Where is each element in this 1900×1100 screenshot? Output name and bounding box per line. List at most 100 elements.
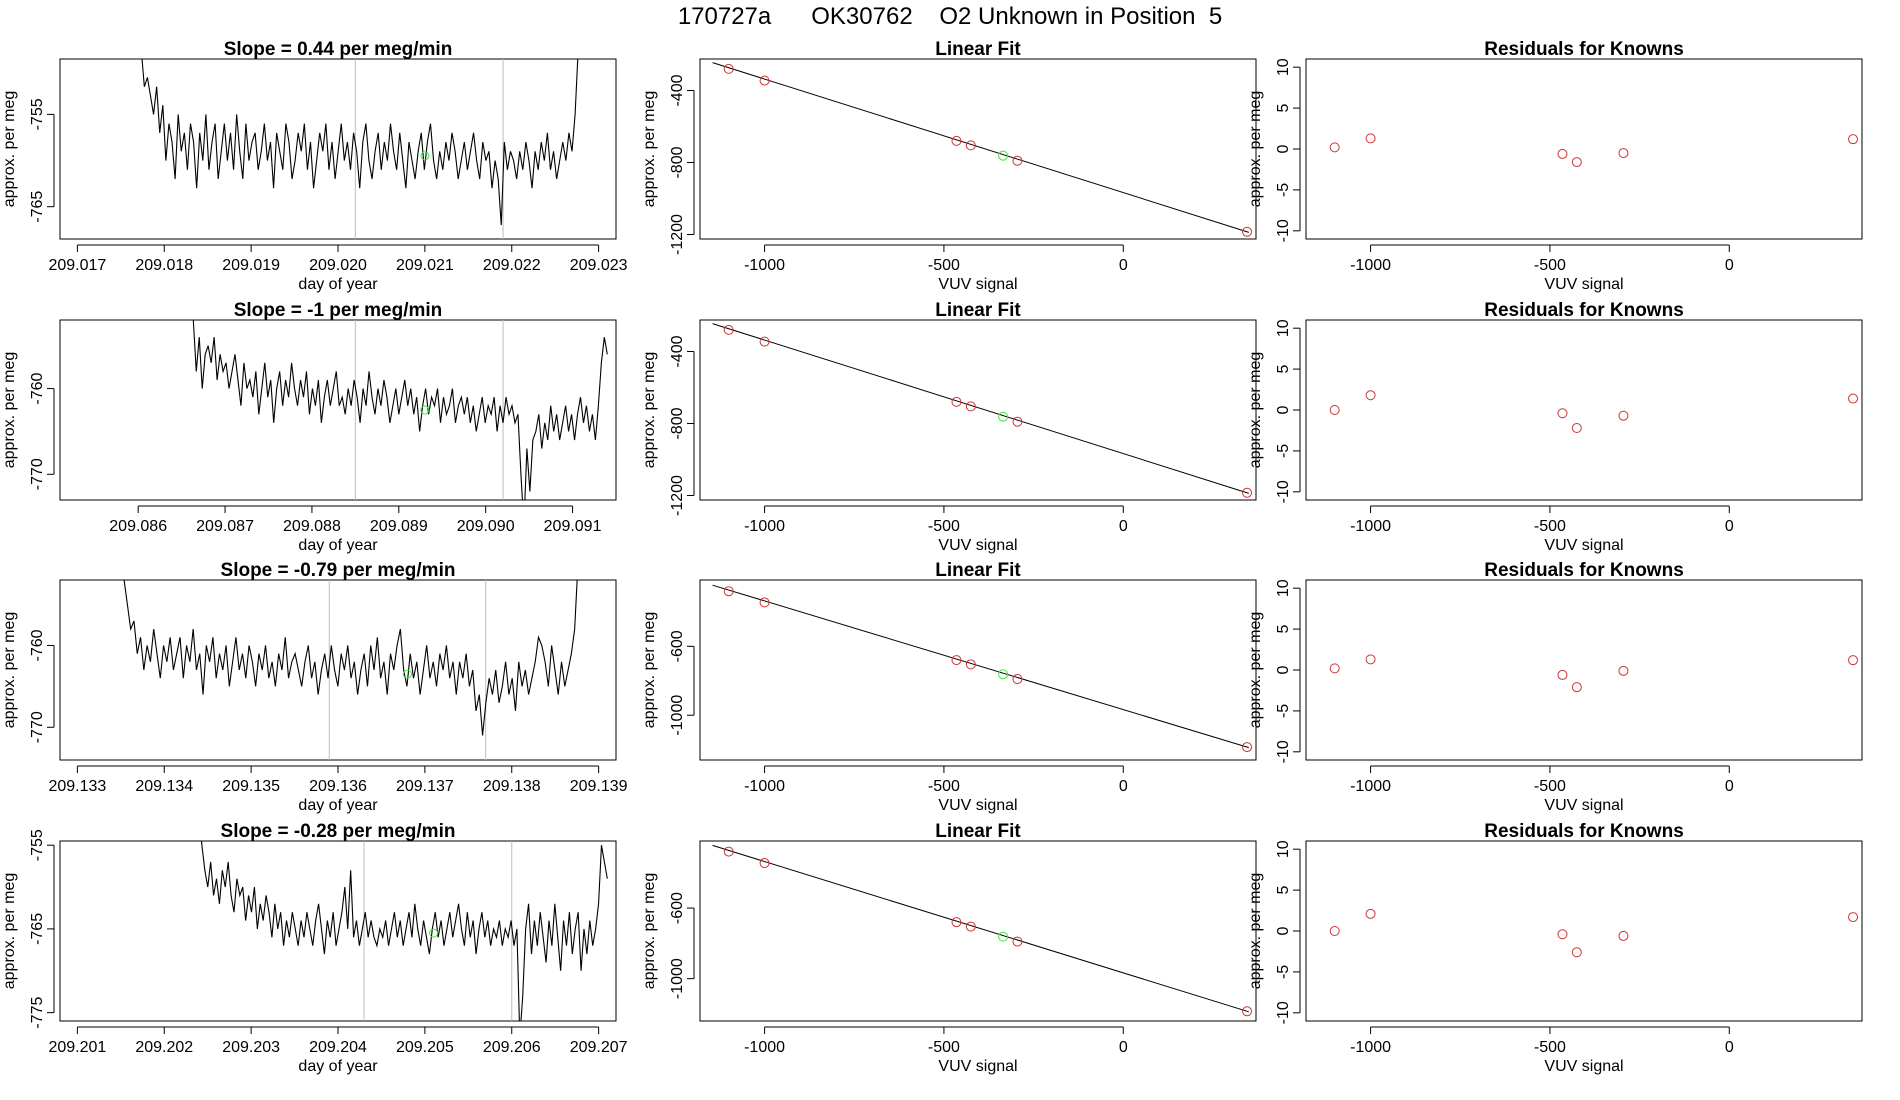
known-point	[951, 917, 962, 928]
x-tick-label: -500	[1534, 1039, 1566, 1056]
panel-title: Residuals for Knowns	[1484, 300, 1684, 321]
x-tick-label: -500	[928, 778, 960, 795]
unknown-point	[420, 405, 430, 415]
x-tick-label: 209.017	[48, 257, 106, 274]
x-tick-label: -500	[928, 518, 960, 535]
plot-data	[1329, 654, 1859, 693]
panel-title: Slope = 0.44 per meg/min	[224, 39, 453, 60]
y-axis-label: approx. per meg	[1, 612, 18, 729]
plot-data	[712, 323, 1253, 498]
known-point	[1571, 423, 1582, 433]
known-point	[1365, 390, 1376, 401]
y-tick-label: -400	[669, 74, 686, 106]
panel-row4-fit: Linear Fit -1000 -500 0 VUV signal -1000 -600 a…	[641, 821, 1257, 1075]
known-point	[1365, 654, 1376, 665]
plot-box	[1305, 840, 1863, 1022]
unknown-point	[998, 150, 1009, 161]
y-tick-label: 10	[1275, 840, 1292, 858]
x-tick-label: -500	[1534, 778, 1566, 795]
x-tick-label: 209.086	[109, 518, 167, 535]
y-tick-label: 5	[1275, 104, 1292, 113]
x-tick-label: 209.089	[370, 518, 428, 535]
y-axis-label: approx. per meg	[1, 352, 18, 469]
x-axis-label: day of year	[298, 537, 378, 554]
known-point	[1571, 157, 1582, 168]
x-tick-label: 209.201	[48, 1039, 106, 1056]
x-tick-label: -500	[1534, 257, 1566, 274]
known-point	[723, 324, 734, 335]
plot-data	[123, 580, 578, 760]
y-tick-label: -765	[29, 191, 46, 223]
y-tick-label: -5	[1275, 183, 1292, 197]
page-title: 170727a OK30762 O2 Unknown in Position 5	[677, 3, 1223, 30]
known-point	[1557, 929, 1568, 940]
panel-title: Linear Fit	[935, 39, 1021, 60]
y-tick-label: 5	[1275, 625, 1292, 634]
plot-data	[1329, 133, 1859, 168]
x-tick-label: 209.018	[135, 257, 193, 274]
known-point	[759, 75, 770, 86]
x-tick-label: 209.137	[396, 778, 454, 795]
y-axis-label: approx. per meg	[641, 873, 658, 990]
known-point	[759, 858, 770, 869]
plot-box	[1305, 58, 1863, 240]
known-point	[1557, 408, 1568, 419]
x-tick-label: 209.133	[48, 778, 106, 795]
y-tick-label: -770	[29, 458, 46, 490]
known-point	[1848, 912, 1859, 923]
panel-title: Linear Fit	[935, 300, 1021, 321]
known-point	[1618, 410, 1629, 421]
unknown-point	[998, 411, 1009, 422]
x-tick-label: -1000	[1350, 1039, 1391, 1056]
known-point	[1557, 669, 1568, 680]
panel-row3-fit: Linear Fit -1000 -500 0 VUV signal -1000 -600 a…	[641, 560, 1257, 814]
x-axis-label: VUV signal	[938, 797, 1017, 814]
plot-data	[712, 844, 1253, 1017]
x-tick-label: 209.202	[135, 1039, 193, 1056]
data-series-line	[141, 59, 579, 226]
fit-line	[712, 584, 1249, 749]
y-tick-label: -760	[29, 629, 46, 661]
plot-box	[699, 319, 1257, 501]
data-series-line	[123, 580, 578, 736]
known-point	[1012, 674, 1023, 685]
plot-box	[59, 319, 617, 501]
x-tick-label: 0	[1725, 778, 1734, 795]
y-axis-label: approx. per meg	[1, 91, 18, 208]
x-axis-label: VUV signal	[1544, 537, 1623, 554]
y-axis-label: approx. per meg	[641, 352, 658, 469]
panel-row3-time: Slope = -0.79 per meg/min 209.133 209.134 2…	[1, 560, 628, 814]
y-axis-label: approx. per meg	[641, 612, 658, 729]
x-tick-label: 0	[1119, 257, 1128, 274]
plot-data	[1329, 908, 1859, 958]
x-tick-label: -1000	[744, 257, 785, 274]
y-tick-label: 0	[1275, 926, 1292, 935]
y-tick-label: 0	[1275, 405, 1292, 414]
x-tick-label: 0	[1725, 518, 1734, 535]
y-axis-label: approx. per meg	[1, 873, 18, 990]
fit-line	[712, 62, 1249, 233]
y-tick-label: 10	[1275, 319, 1292, 337]
panel-title: Slope = -1 per meg/min	[234, 300, 443, 321]
y-tick-label: -600	[669, 892, 686, 924]
panel-title: Slope = -0.79 per meg/min	[221, 560, 456, 581]
x-axis-label: VUV signal	[938, 537, 1017, 554]
plot-data	[712, 584, 1253, 753]
known-point	[1329, 405, 1340, 415]
x-axis-label: VUV signal	[938, 1058, 1017, 1075]
x-tick-label: 209.204	[309, 1039, 367, 1056]
known-point	[951, 396, 962, 407]
panel-row3-resid: Residuals for Knowns -1000 -500 0 VUV signal…	[1247, 560, 1863, 814]
x-tick-label: 209.139	[570, 778, 628, 795]
known-point	[965, 659, 976, 670]
known-point	[1242, 487, 1253, 498]
known-point	[1618, 665, 1629, 676]
unknown-point	[998, 931, 1009, 942]
y-tick-label: -765	[29, 913, 46, 945]
y-tick-label: -10	[1275, 1001, 1292, 1024]
x-tick-label: 0	[1119, 1039, 1128, 1056]
x-tick-label: -500	[928, 257, 960, 274]
panel-row2-resid: Residuals for Knowns -1000 -500 0 VUV signal…	[1247, 300, 1863, 554]
known-point	[1848, 655, 1859, 666]
